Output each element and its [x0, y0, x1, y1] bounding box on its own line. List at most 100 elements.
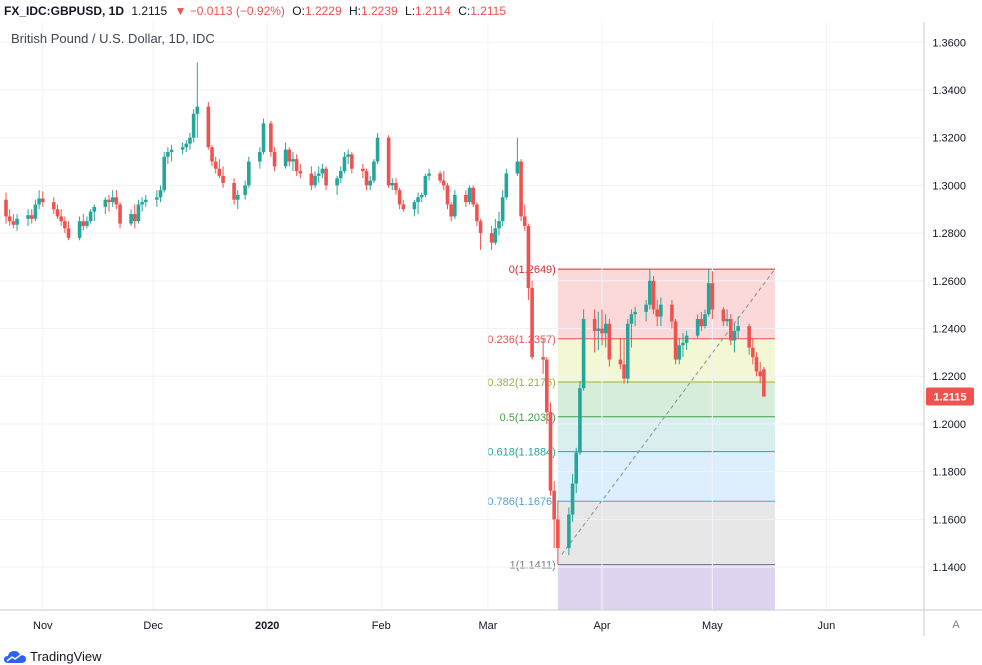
candle	[375, 132, 380, 164]
symbol-name[interactable]: FX_IDC:GBPUSD, 1D	[4, 4, 125, 18]
candle	[247, 156, 251, 188]
candle	[397, 187, 402, 210]
candle-body	[677, 345, 682, 360]
fib-zone	[557, 338, 775, 382]
candle	[221, 166, 225, 188]
candle	[206, 101, 211, 150]
candle	[235, 190, 240, 210]
candle-body	[269, 123, 273, 153]
candle	[372, 159, 376, 184]
candle	[758, 361, 762, 384]
candle	[107, 194, 111, 212]
candle-body	[670, 304, 674, 322]
candle-body	[655, 309, 659, 317]
time-tick-label: Mar	[478, 620, 497, 632]
candle-body	[287, 149, 292, 162]
candle-body	[695, 318, 700, 336]
candle	[651, 276, 656, 315]
candle-body	[29, 215, 34, 219]
candle	[570, 474, 575, 522]
candle-body	[261, 123, 266, 153]
candle-body	[644, 304, 648, 312]
candle-body	[438, 173, 442, 181]
candle	[721, 307, 726, 327]
candle-body	[526, 225, 531, 288]
fib-level-label: 0(1.2649)	[509, 264, 556, 276]
candle	[442, 171, 446, 191]
candle-body	[309, 173, 314, 186]
candle-body	[7, 216, 12, 222]
candle-body	[92, 206, 97, 212]
price-axis[interactable]: 1.3600 1.3400 1.3200 1.3000 1.2800 1.2600 1.24…	[926, 37, 974, 574]
candle-body	[298, 171, 303, 174]
tradingview-logo[interactable]: TradingView	[4, 648, 102, 665]
candle	[530, 280, 534, 360]
candle-body	[213, 161, 218, 169]
candle	[243, 180, 247, 200]
symbol-legend: FX_IDC:GBPUSD, 1D 1.2115 ▼ −0.0113 (−0.9…	[0, 0, 982, 22]
candle	[592, 309, 597, 353]
last-price-label: 1.2115	[933, 392, 966, 404]
price-tick-label: 1.3400	[932, 85, 966, 97]
chart-canvas[interactable]: 0(1.2649) 0.236(1.2357) 0.382(1.2176) 0.5(1…	[0, 22, 982, 636]
time-axis[interactable]: Nov Dec 2020 Feb Mar Apr May Jun	[33, 620, 835, 632]
candle-body	[114, 197, 119, 205]
price-tick-label: 1.3000	[932, 180, 966, 192]
candle-body	[372, 161, 376, 181]
candle	[541, 338, 545, 374]
candle-body	[188, 137, 192, 144]
candle	[361, 163, 365, 179]
candle	[155, 190, 159, 207]
candle-body	[338, 171, 343, 179]
candle-body	[445, 185, 450, 205]
close-label: C:	[458, 4, 471, 18]
candle	[103, 197, 108, 215]
price-tick-label: 1.2800	[932, 228, 966, 240]
candle	[169, 144, 174, 162]
candle-body	[316, 173, 321, 176]
chart-title: British Pound / U.S. Dollar, 1D, IDC	[11, 31, 215, 46]
candle	[500, 190, 505, 226]
high-label: H:	[348, 4, 361, 18]
candle	[673, 318, 678, 365]
candle	[493, 218, 498, 246]
candle	[287, 147, 292, 167]
candle	[191, 109, 196, 143]
candle-body	[684, 335, 689, 343]
candle	[52, 197, 56, 215]
candle	[195, 62, 200, 138]
candle	[59, 209, 63, 226]
candle	[467, 185, 472, 205]
fib-level-label: 0.382(1.2176)	[487, 377, 556, 389]
candle-body	[442, 180, 446, 186]
candle	[659, 297, 663, 327]
candle-body	[335, 178, 339, 186]
candle	[548, 402, 553, 496]
candle-body	[416, 197, 420, 203]
candle-body	[313, 175, 317, 186]
candle-body	[762, 369, 766, 397]
time-tick-label: Apr	[593, 620, 610, 632]
candle	[401, 199, 406, 212]
candle	[519, 159, 523, 222]
candle-body	[206, 106, 211, 148]
candle	[40, 191, 45, 207]
candle-body	[191, 113, 196, 138]
candle	[574, 447, 579, 494]
auto-scale-button[interactable]: A	[952, 619, 960, 631]
candle	[85, 216, 89, 229]
candle-body	[155, 197, 159, 200]
candle	[313, 171, 317, 188]
candle	[269, 120, 273, 157]
candle	[600, 309, 604, 346]
time-tick-label: 2020	[255, 620, 279, 632]
candle	[298, 163, 303, 179]
open-label: O:	[292, 4, 305, 18]
candle-body	[464, 194, 468, 203]
candle	[37, 190, 41, 210]
candle	[7, 209, 12, 226]
candle	[732, 323, 737, 353]
candle-body	[596, 328, 601, 331]
candle-body	[423, 175, 428, 195]
candle-body	[648, 280, 652, 305]
